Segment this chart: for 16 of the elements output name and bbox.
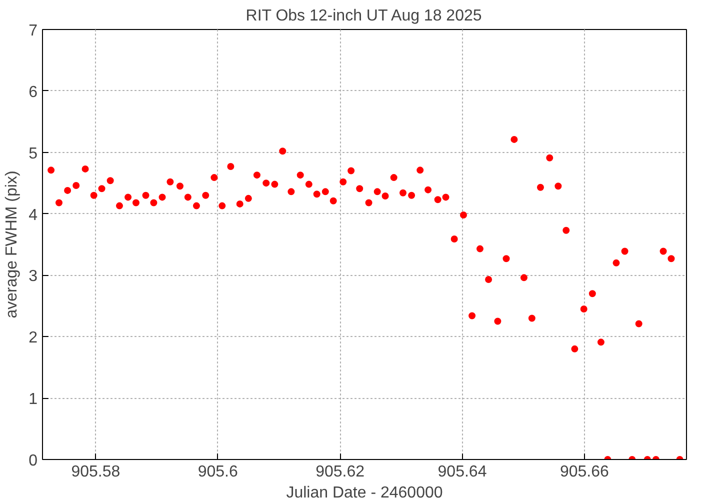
x-tick-label: 905.62 bbox=[316, 464, 365, 480]
y-tick-label: 2 bbox=[28, 330, 38, 347]
y-tick-label: 1 bbox=[28, 391, 38, 408]
y-tick-label: 6 bbox=[28, 84, 38, 101]
y-tick-label: 0 bbox=[28, 452, 38, 470]
x-tick-label: 905.6 bbox=[198, 464, 238, 480]
y-tick-label: 3 bbox=[28, 268, 38, 286]
y-tick-label: 5 bbox=[28, 145, 38, 162]
x-tick-label: 905.66 bbox=[560, 464, 610, 480]
y-tick-label: 7 bbox=[28, 22, 38, 40]
y-axis-title: average FWHM (pix) bbox=[4, 170, 21, 318]
x-axis-title: Julian Date - 2460000 bbox=[286, 484, 443, 502]
x-tick-label: 905.58 bbox=[71, 464, 120, 480]
chart-title: RIT Obs 12-inch UT Aug 18 2025 bbox=[246, 8, 482, 24]
y-tick-label: 4 bbox=[28, 206, 38, 224]
x-tick-label: 905.64 bbox=[438, 464, 487, 480]
